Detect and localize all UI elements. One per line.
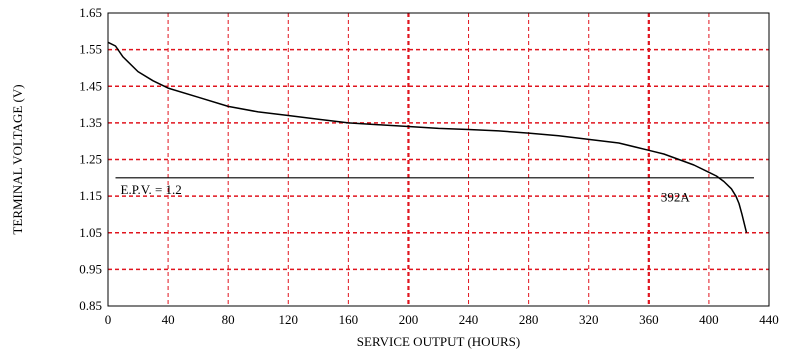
y-tick-label-2: 1.05: [79, 225, 102, 240]
y-axis-title: TERMINAL VOLTAGE (V): [10, 84, 25, 234]
x-tick-label-5: 200: [399, 312, 419, 327]
y-tick-label-3: 1.15: [79, 188, 102, 203]
reference-line-group: E.P.V. = 1.2: [115, 177, 754, 197]
y-tick-label-4: 1.25: [79, 152, 102, 167]
y-tick-label-8: 1.65: [79, 5, 102, 20]
x-tick-label-4: 160: [339, 312, 359, 327]
x-tick-label-10: 400: [699, 312, 719, 327]
x-tick-labels: 0 40 80 120 160 200 240 280 320 360 400 440: [105, 312, 779, 327]
x-tick-label-1: 40: [162, 312, 175, 327]
x-tick-label-3: 120: [279, 312, 299, 327]
y-tick-labels: 0.85 0.95 1.05 1.15 1.25 1.35 1.45 1.55 1.65: [79, 5, 102, 313]
epv-reference-label: E.P.V. = 1.2: [121, 182, 182, 197]
x-axis-title: SERVICE OUTPUT (HOURS): [357, 334, 520, 349]
x-tick-label-8: 320: [579, 312, 599, 327]
y-tick-label-5: 1.35: [79, 115, 102, 130]
y-tick-label-0: 0.85: [79, 298, 102, 313]
x-tick-label-9: 360: [639, 312, 659, 327]
x-tick-label-2: 80: [222, 312, 235, 327]
grid: [108, 13, 769, 306]
x-tick-label-6: 240: [459, 312, 479, 327]
y-tick-label-7: 1.55: [79, 42, 102, 57]
plot-border: [107, 12, 770, 307]
y-tick-label-6: 1.45: [79, 78, 102, 93]
series-line-0: [107, 41, 748, 233]
series-group: [107, 41, 748, 233]
series-annotation-0: 392A: [661, 190, 691, 205]
x-tick-label-0: 0: [105, 312, 112, 327]
x-tick-label-7: 280: [519, 312, 539, 327]
x-tick-label-11: 440: [759, 312, 779, 327]
annotations: 392A: [661, 190, 691, 205]
y-tick-label-1: 0.95: [79, 261, 102, 276]
